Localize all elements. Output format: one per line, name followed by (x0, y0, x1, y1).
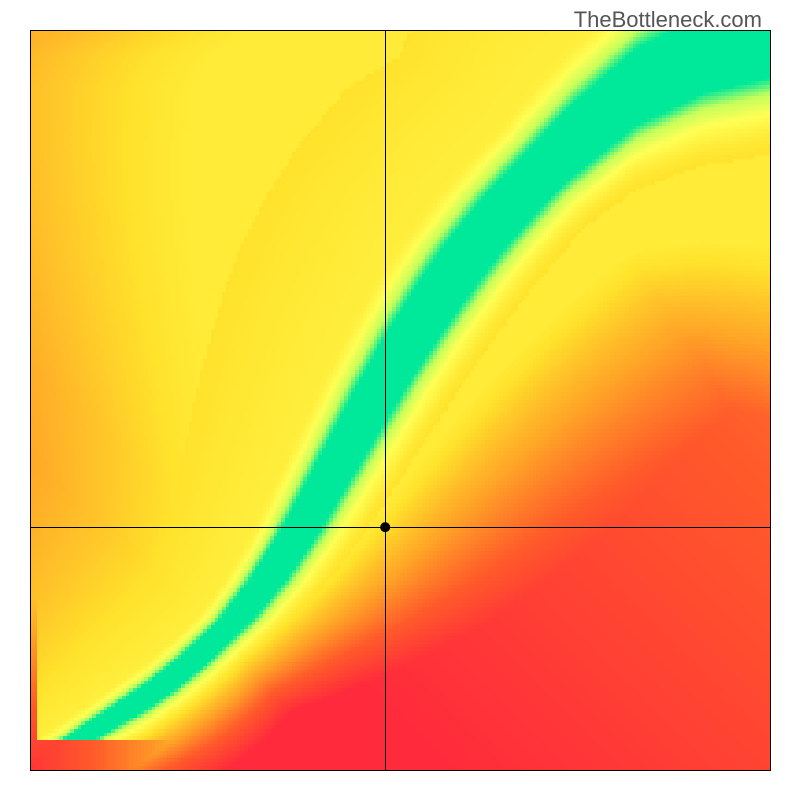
watermark-text: TheBottleneck.com (574, 7, 762, 33)
chart-container: TheBottleneck.com (0, 0, 800, 800)
bottleneck-heatmap (0, 0, 800, 800)
